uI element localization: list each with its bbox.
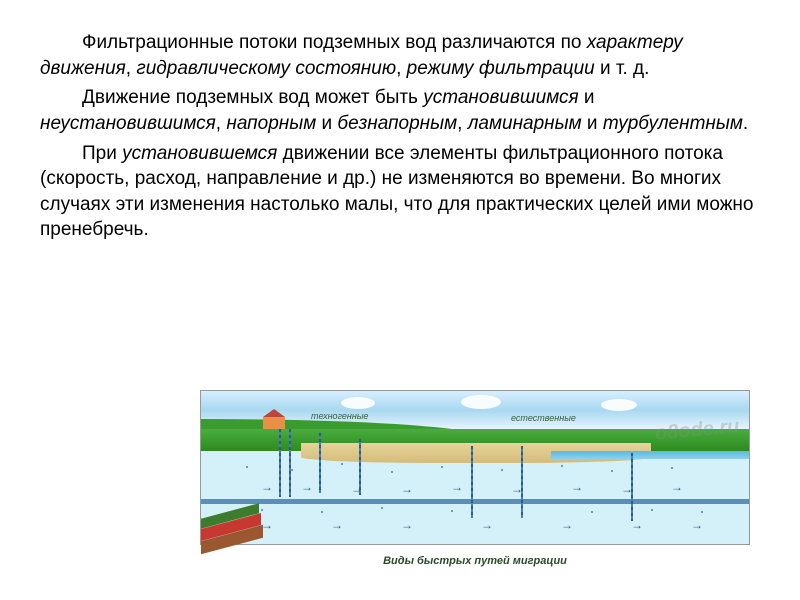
house-icon (263, 413, 285, 429)
particle-dot (671, 467, 673, 469)
particle-dot (611, 470, 613, 472)
particle-dot (381, 507, 383, 509)
text: и (579, 87, 595, 108)
flow-arrow-icon (301, 481, 313, 493)
cloud-icon (461, 395, 501, 409)
flow-arrow-icon (571, 481, 583, 493)
text: , (216, 113, 227, 134)
flow-arrow-icon (261, 481, 273, 493)
flow-arrow-icon (511, 483, 523, 495)
groundwater-diagram: o8ode.ru техногенные естественные (200, 390, 750, 545)
particle-dot (291, 469, 293, 471)
flow-arrow-icon (401, 519, 413, 531)
paragraph-1: Фильтрационные потоки подземных вод разл… (40, 30, 760, 81)
italic-term: турбулентным (603, 113, 743, 134)
particle-dot (341, 463, 343, 465)
particle-dot (501, 469, 503, 471)
flow-arrow-icon (261, 519, 273, 531)
text: и (582, 113, 603, 134)
surface-water (551, 451, 749, 459)
cloud-icon (601, 399, 637, 411)
label-natural: естественные (511, 413, 576, 423)
text: и (316, 113, 337, 134)
house-roof (263, 409, 285, 417)
text: Движение подземных вод может быть (82, 87, 423, 108)
slide-text: Фильтрационные потоки подземных вод разл… (0, 0, 800, 257)
particle-dot (441, 466, 443, 468)
flow-arrow-icon (621, 483, 633, 495)
paragraph-2: Движение подземных вод может быть устано… (40, 85, 760, 136)
italic-term: гидравлическому состоянию (136, 58, 396, 79)
particle-dot (701, 511, 703, 513)
particle-dot (246, 466, 248, 468)
flow-arrow-icon (331, 519, 343, 531)
well-icon (289, 429, 291, 497)
italic-term: режиму фильтрации (407, 58, 595, 79)
italic-term: напорным (226, 113, 316, 134)
text: и т. д. (595, 58, 650, 79)
italic-term: установившимся (423, 87, 578, 108)
flow-arrow-icon (351, 483, 363, 495)
well-icon (471, 446, 473, 518)
particle-dot (521, 508, 523, 510)
particle-dot (651, 509, 653, 511)
text: , (457, 113, 468, 134)
paragraph-3: При установившемся движении все элементы… (40, 141, 760, 244)
aquifer-layer (201, 451, 749, 544)
groundwater-diagram-wrap: o8ode.ru техногенные естественные Виды б… (200, 390, 750, 570)
flow-arrow-icon (451, 481, 463, 493)
diagram-caption: Виды быстрых путей миграции (200, 555, 750, 567)
cloud-icon (341, 397, 375, 409)
flow-arrow-icon (671, 481, 683, 493)
italic-term: ламинарным (468, 113, 582, 134)
particle-dot (591, 511, 593, 513)
well-icon (319, 433, 321, 493)
flow-arrow-icon (631, 519, 643, 531)
flow-arrow-icon (561, 519, 573, 531)
flow-arrow-icon (481, 519, 493, 531)
label-technogenic: техногенные (311, 411, 368, 421)
italic-term: установившемся (122, 143, 277, 164)
text: , (396, 58, 407, 79)
well-icon (279, 429, 281, 497)
text: Фильтрационные потоки подземных вод разл… (82, 32, 587, 53)
particle-dot (391, 471, 393, 473)
particle-dot (261, 509, 263, 511)
particle-dot (561, 465, 563, 467)
text: При (82, 143, 122, 164)
aquitard-layer (201, 499, 749, 504)
text: , (126, 58, 137, 79)
flow-arrow-icon (691, 519, 703, 531)
particle-dot (321, 511, 323, 513)
text: . (743, 113, 748, 134)
italic-term: безнапорным (337, 113, 457, 134)
house-body (263, 417, 285, 429)
italic-term: неустановившимся (40, 113, 216, 134)
flow-arrow-icon (401, 483, 413, 495)
particle-dot (451, 510, 453, 512)
